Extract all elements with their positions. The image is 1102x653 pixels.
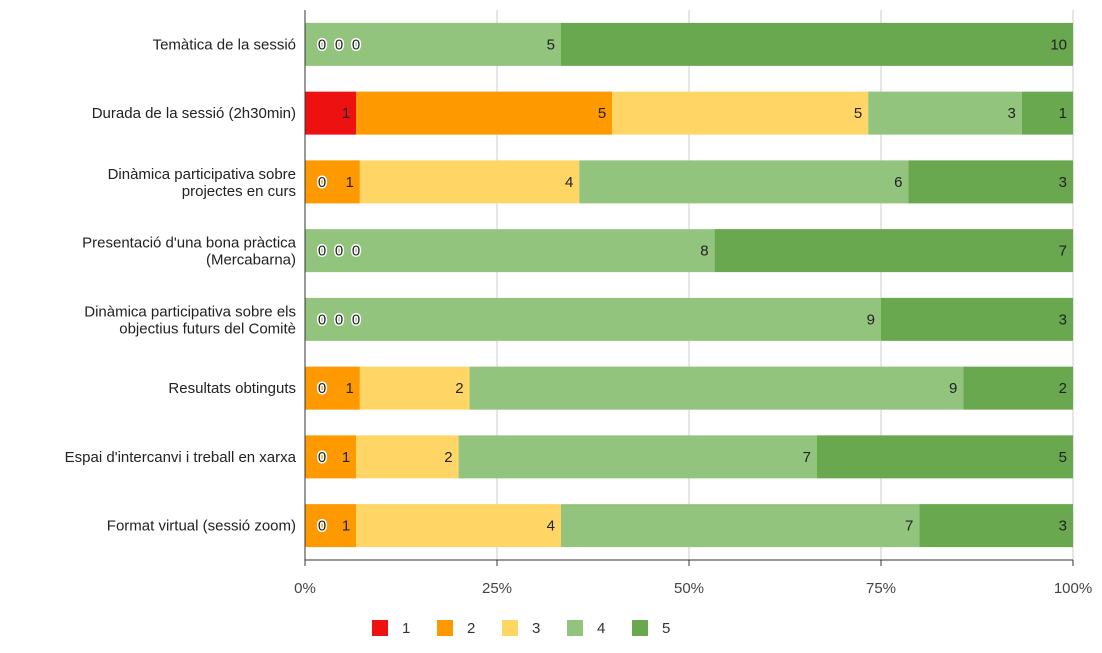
data-label: 2	[1059, 380, 1067, 397]
legend-label: 4	[597, 620, 605, 637]
bar-segment	[360, 367, 470, 410]
category-label: Dinàmica participativa sobre projectes en…	[108, 166, 296, 200]
legend-swatch	[372, 620, 388, 636]
bar-segment	[963, 367, 1073, 410]
legend-label: 3	[532, 620, 540, 637]
data-label: 7	[1059, 243, 1067, 260]
data-label: 7	[803, 449, 811, 466]
data-label: 2	[455, 380, 463, 397]
data-label-zero: 0	[335, 36, 343, 53]
data-label: 9	[867, 311, 875, 328]
data-label: 8	[700, 243, 708, 260]
data-label-zero: 0	[318, 380, 326, 397]
data-label-zero: 0	[318, 449, 326, 466]
data-label: 5	[854, 105, 862, 122]
x-tick-label: 25%	[482, 580, 512, 597]
data-label: 3	[1059, 311, 1067, 328]
data-label-zero: 0	[352, 243, 360, 260]
bar-segment	[360, 160, 579, 203]
category-label-line: projectes en curs	[182, 183, 296, 200]
bar-segment	[356, 504, 561, 547]
x-tick-label: 100%	[1054, 580, 1092, 597]
category-label-line: (Mercabarna)	[206, 252, 296, 269]
data-label: 1	[342, 518, 350, 535]
data-label-zero: 0	[335, 311, 343, 328]
data-label: 3	[1059, 174, 1067, 191]
category-label-line: Dinàmica participativa sobre	[108, 166, 296, 183]
data-label: 1	[342, 449, 350, 466]
data-label: 6	[894, 174, 902, 191]
data-label: 2	[444, 449, 452, 466]
bar-segment	[817, 435, 1073, 478]
data-label-zero: 0	[318, 174, 326, 191]
bar-segment	[919, 504, 1073, 547]
data-label-zero: 0	[318, 311, 326, 328]
category-label: Temàtica de la sessió	[153, 36, 296, 53]
bar-segment	[561, 504, 919, 547]
legend-swatch	[437, 620, 453, 636]
data-label: 9	[949, 380, 957, 397]
bar-segment	[908, 160, 1073, 203]
category-label: Resultats obtinguts	[168, 380, 296, 397]
bar-segment	[561, 23, 1073, 66]
category-label: Presentació d'una bona pràctica (Mercabar…	[82, 235, 296, 269]
bar-segment	[612, 92, 868, 135]
x-tick-label: 0%	[294, 580, 316, 597]
bar-segment	[305, 298, 881, 341]
category-label-line: objectius futurs del Comitè	[119, 320, 296, 337]
bar-segment	[470, 367, 964, 410]
bar-segment	[579, 160, 908, 203]
bar-segment	[715, 229, 1073, 272]
legend-label: 5	[662, 620, 670, 637]
data-label: 4	[547, 518, 555, 535]
bar-segment	[459, 435, 817, 478]
bar-segment	[305, 229, 715, 272]
data-label-zero: 0	[318, 518, 326, 535]
legend: 1 2 3 4 5	[372, 620, 670, 637]
data-label-zero: 0	[335, 243, 343, 260]
data-label-zero: 0	[318, 243, 326, 260]
data-label: 1	[346, 174, 354, 191]
legend-swatch	[632, 620, 648, 636]
data-label: 3	[1059, 518, 1067, 535]
bar-segment	[356, 92, 612, 135]
bar-segment	[881, 298, 1073, 341]
data-label: 1	[346, 380, 354, 397]
data-label: 5	[1059, 449, 1067, 466]
category-label-line: Dinàmica participativa sobre els	[84, 303, 296, 320]
category-label: Durada de la sessió (2h30min)	[92, 105, 296, 122]
bar-segment	[305, 23, 561, 66]
legend-swatch	[567, 620, 583, 636]
category-label-line: Presentació d'una bona pràctica	[82, 235, 296, 252]
data-label: 4	[565, 174, 573, 191]
data-label: 7	[905, 518, 913, 535]
data-label: 1	[1059, 105, 1067, 122]
category-label: Dinàmica participativa sobre els objectiu…	[84, 303, 296, 337]
bar-segment	[868, 92, 1022, 135]
category-label: Format virtual (sessió zoom)	[107, 518, 296, 535]
data-label: 5	[547, 36, 555, 53]
data-label-zero: 0	[318, 36, 326, 53]
data-label: 1	[342, 105, 350, 122]
data-label-zero: 0	[352, 311, 360, 328]
data-label: 3	[1007, 105, 1015, 122]
x-tick-label: 50%	[674, 580, 704, 597]
x-tick-label: 75%	[866, 580, 896, 597]
legend-label: 1	[402, 620, 410, 637]
data-label: 10	[1050, 36, 1067, 53]
legend-label: 2	[467, 620, 475, 637]
data-label-zero: 0	[352, 36, 360, 53]
bar-segment	[356, 435, 458, 478]
legend-swatch	[502, 620, 518, 636]
data-label: 5	[598, 105, 606, 122]
category-label: Espai d'intercanvi i treball en xarxa	[65, 449, 297, 466]
